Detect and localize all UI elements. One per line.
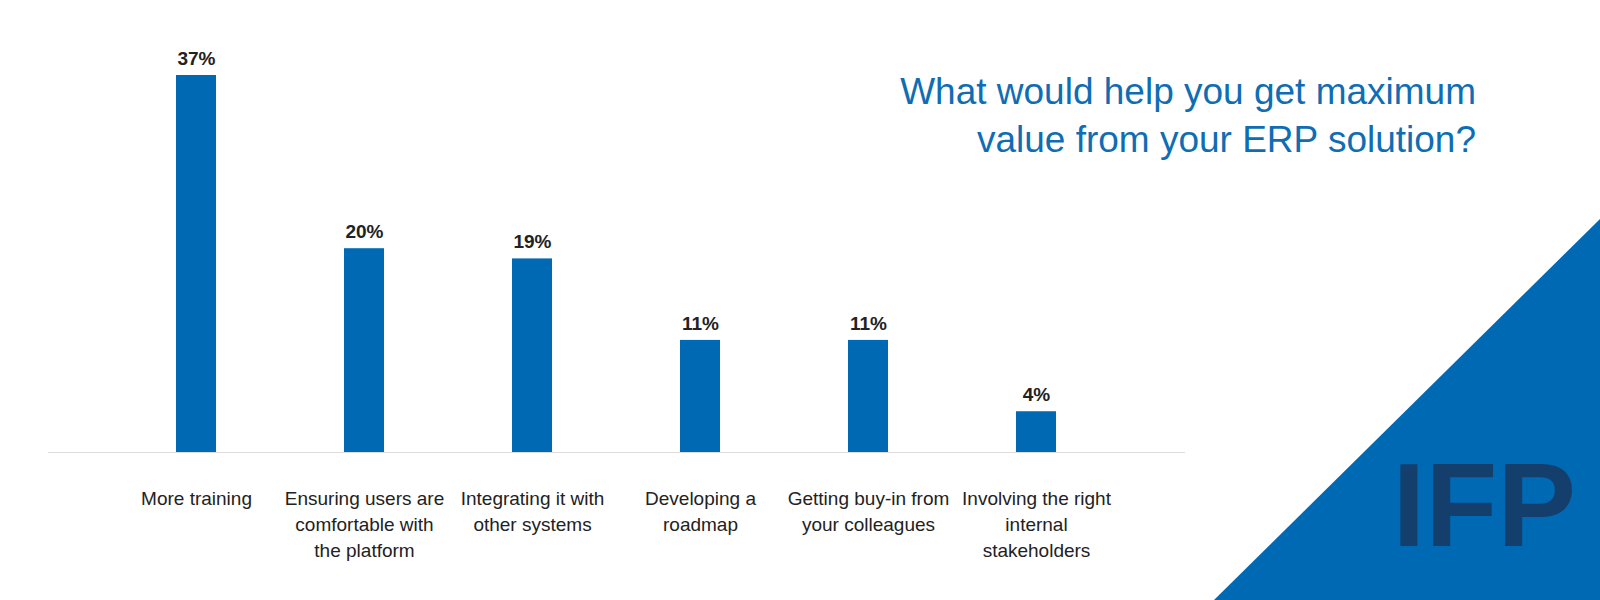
svg-text:Integrating it withother syste: Integrating it withother systems bbox=[461, 488, 605, 535]
svg-text:More training: More training bbox=[141, 488, 252, 509]
svg-text:19%: 19% bbox=[513, 231, 551, 252]
svg-text:37%: 37% bbox=[177, 48, 215, 69]
svg-text:4%: 4% bbox=[1023, 384, 1051, 405]
svg-text:Ensuring users arecomfortable: Ensuring users arecomfortable withthe pl… bbox=[285, 488, 444, 561]
svg-text:Developing aroadmap: Developing aroadmap bbox=[645, 488, 756, 535]
svg-text:Getting buy-in fromyour collea: Getting buy-in fromyour colleagues bbox=[788, 488, 950, 535]
svg-text:Involving the rightinternalsta: Involving the rightinternalstakeholders bbox=[962, 488, 1112, 561]
svg-text:11%: 11% bbox=[682, 312, 719, 333]
html-text:What would help you get maximu: What would help you get maximum value fr… bbox=[900, 71, 1476, 160]
svg-text:20%: 20% bbox=[345, 221, 383, 242]
svg-text:11%: 11% bbox=[850, 312, 887, 333]
svg-text:IFP: IFP bbox=[1392, 439, 1576, 571]
